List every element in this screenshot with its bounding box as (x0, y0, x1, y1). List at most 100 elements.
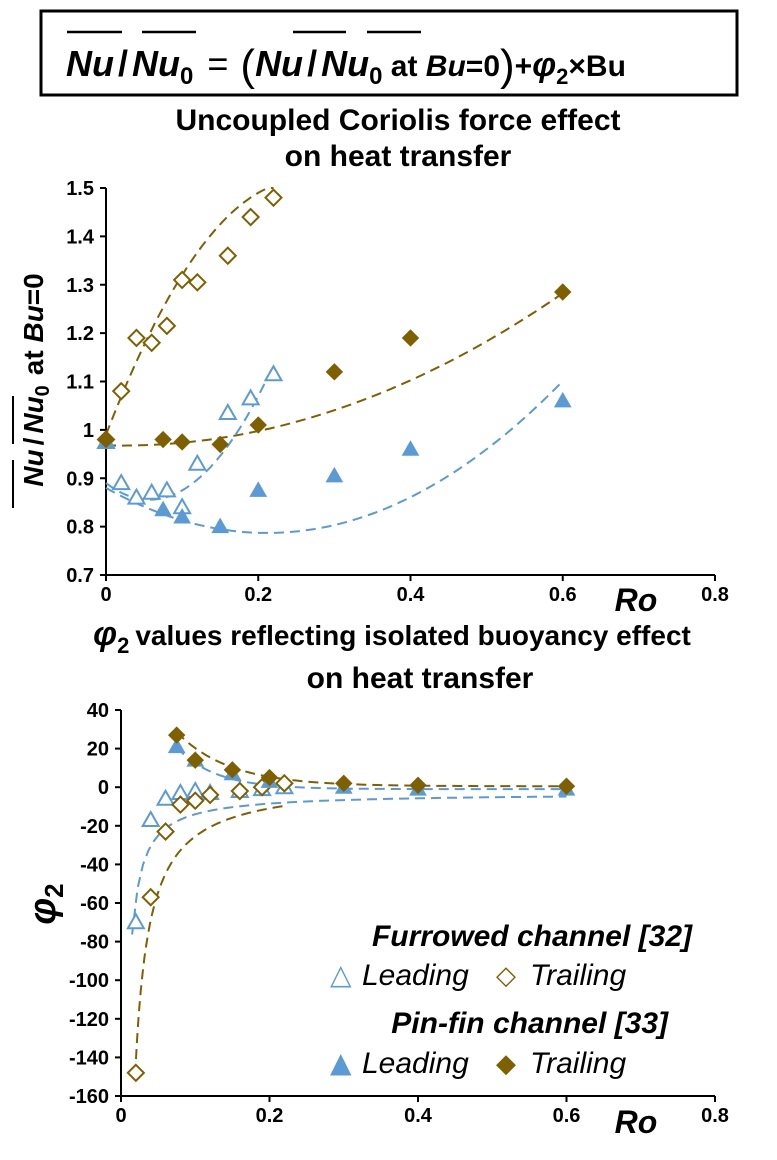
y-tick-label: -160 (69, 1086, 109, 1108)
y-tick-label: 20 (87, 739, 109, 761)
bottom-chart-title-line2: on heat transfer (307, 662, 534, 695)
data-point (223, 761, 242, 779)
data-point (218, 246, 238, 266)
data-point (157, 480, 177, 498)
legend-filled-triangle-icon: ▲ (330, 1046, 352, 1079)
fit-curve (105, 187, 274, 436)
y-tick-label: 40 (87, 700, 109, 722)
title-phi: φ (93, 615, 117, 653)
title-text: values reflecting isolated buoyancy effe… (135, 620, 691, 651)
data-point (401, 329, 420, 347)
data-point (249, 416, 267, 434)
eq-lhs-num: Nu (66, 43, 114, 84)
y-tick-label: 1.4 (66, 226, 95, 248)
data-point (141, 887, 161, 907)
data-point (155, 788, 176, 806)
bottom-chart-title-line1: φ2 values reflecting isolated buoyancy ef… (93, 615, 691, 658)
data-point (111, 473, 131, 491)
data-point (167, 737, 186, 754)
y-tick-label: 0.9 (66, 468, 94, 490)
legend-furrowed-trailing: Trailing (530, 959, 626, 992)
data-point (154, 430, 172, 449)
data-point (142, 333, 162, 353)
data-point (553, 391, 572, 408)
data-point (325, 466, 344, 483)
data-point (97, 430, 115, 449)
ylabel-eq: =0 (18, 273, 49, 305)
data-point (111, 381, 131, 401)
eq-eq-zero: =0 (466, 50, 500, 83)
eq-slash-2: / (307, 43, 317, 84)
eq-inner-den: Nu (321, 43, 369, 84)
y-tick-label: 1.2 (66, 323, 94, 345)
x-tick-label: 0.2 (256, 1105, 284, 1127)
top-chart-title-line2: on heat transfer (285, 140, 512, 173)
fit-curve (176, 731, 567, 788)
data-point (186, 751, 204, 769)
y-tick-label: 0 (98, 777, 109, 799)
y-tick-label: 1.3 (66, 275, 94, 297)
eq-paren-open: ( (240, 41, 255, 90)
data-point (127, 328, 146, 348)
data-point (173, 507, 191, 524)
data-point (172, 270, 192, 290)
y-tick-label: -40 (80, 854, 109, 876)
ylabel-phi-sub: 2 (39, 883, 69, 897)
y-tick-label: -80 (80, 932, 109, 954)
eq-sub0: 0 (180, 63, 193, 90)
y-tick-label: 0.7 (66, 565, 94, 587)
data-point (218, 402, 238, 420)
eq-equals: = (207, 43, 228, 84)
data-point (185, 791, 205, 811)
legend-furrowed-leading: Leading (362, 959, 469, 992)
data-point (187, 453, 208, 471)
legend-filled-diamond-icon: ◆ (496, 1049, 516, 1079)
ylabel-den: Nu (18, 396, 49, 433)
legend: Furrowed channel [32] △ Leading ◇ Traili… (330, 920, 693, 1080)
legend-open-triangle-icon: △ (330, 958, 352, 991)
x-tick-label: 0.6 (549, 584, 577, 606)
data-point (126, 487, 147, 505)
eq-slash: / (118, 43, 128, 84)
x-tick-label: 0.6 (553, 1105, 581, 1127)
data-point (554, 283, 572, 301)
legend-pinfin-leading: Leading (362, 1047, 469, 1080)
fit-curve (105, 292, 564, 447)
legend-pinfin-title: Pin-fin channel [33] (391, 1007, 669, 1040)
eq-phi: φ (532, 46, 556, 84)
data-point (325, 363, 344, 381)
y-tick-label: -20 (80, 816, 109, 838)
x-tick-label: 0.8 (701, 1105, 729, 1127)
ylabel-at: at (18, 343, 49, 376)
y-tick-label: -120 (69, 1009, 109, 1031)
equation-text: Nu / Nu0 = (Nu / Nu0 at Bu=0)+φ2×Bu (66, 41, 626, 90)
x-tick-label: 0 (100, 584, 111, 606)
eq-sub0-2: 0 (369, 63, 382, 90)
data-point (263, 364, 284, 382)
data-point (274, 773, 294, 793)
data-point (126, 1063, 146, 1083)
x-tick-label: 0.2 (244, 584, 272, 606)
data-point (156, 822, 175, 842)
y-tick-label: 1.5 (66, 178, 94, 200)
fit-curve (105, 364, 275, 501)
eq-inner-num: Nu (255, 43, 303, 84)
data-point (140, 809, 161, 828)
data-point (409, 776, 427, 794)
x-tick-label: 0.8 (701, 584, 729, 606)
fit-curve (131, 795, 567, 935)
data-point (211, 435, 229, 454)
data-point (264, 188, 283, 208)
eq-lhs-den: Nu (132, 43, 180, 84)
y-tick-label: -100 (69, 970, 109, 992)
title-phi-sub: 2 (117, 633, 129, 658)
ylabel-phi: φ (22, 898, 64, 925)
data-point (200, 785, 220, 805)
y-tick-label: 1.1 (66, 372, 94, 394)
legend-open-diamond-icon: ◇ (496, 961, 516, 991)
eq-at: at (382, 50, 425, 83)
data-point (241, 207, 261, 227)
top-chart-title-line1: Uncoupled Coriolis force effect (175, 104, 620, 137)
y-tick-label: -140 (69, 1047, 109, 1069)
